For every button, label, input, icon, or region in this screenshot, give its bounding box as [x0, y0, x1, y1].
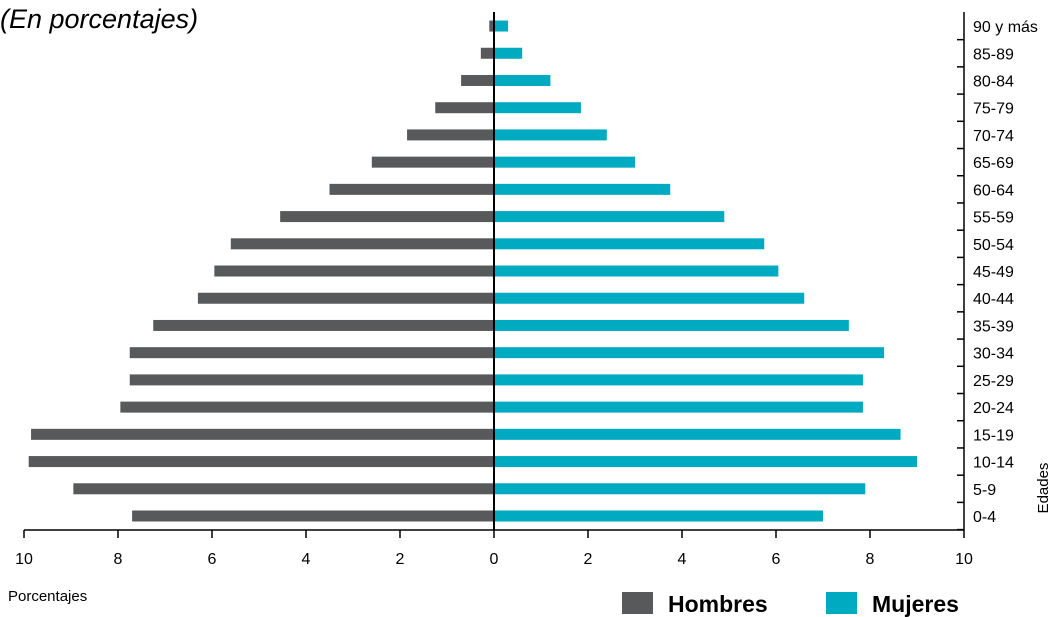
- bars-group: [28, 20, 917, 522]
- legend-label-mujeres: Mujeres: [872, 591, 959, 617]
- age-label: 30-34: [973, 346, 1014, 363]
- bar-mujeres-65-69: [494, 156, 635, 168]
- legend-swatch-hombres: [622, 592, 653, 614]
- y-axis-title: Edades: [1035, 463, 1052, 514]
- bar-mujeres-75-79: [494, 102, 581, 114]
- age-label: 15-19: [973, 427, 1014, 444]
- x-tick-label: 0: [490, 551, 499, 568]
- x-tick-label: 8: [866, 551, 875, 568]
- bar-mujeres-30-34: [494, 347, 885, 359]
- bar-hombres-70-74: [407, 129, 494, 141]
- bar-mujeres-5-9: [494, 483, 866, 495]
- x-tick-label: 2: [584, 551, 593, 568]
- bar-mujeres-70-74: [494, 129, 607, 141]
- x-tick-label: 10: [955, 551, 973, 568]
- bar-mujeres-90-y-más: [494, 20, 509, 32]
- x-tick-label: 10: [15, 551, 33, 568]
- bar-hombres-80-84: [461, 74, 494, 86]
- age-label: 55-59: [973, 210, 1014, 227]
- x-tick-label: 6: [208, 551, 217, 568]
- bar-mujeres-15-19: [494, 428, 901, 440]
- bar-hombres-5-9: [73, 483, 494, 495]
- legend: Hombres Mujeres: [622, 591, 959, 617]
- age-label: 90 y más: [973, 19, 1038, 36]
- age-label: 10-14: [973, 455, 1014, 472]
- bar-mujeres-85-89: [494, 47, 523, 59]
- age-label: 60-64: [973, 182, 1014, 199]
- bar-mujeres-10-14: [494, 456, 917, 468]
- x-tick-label: 4: [302, 551, 311, 568]
- age-label: 45-49: [973, 264, 1014, 281]
- bar-hombres-35-39: [153, 319, 494, 331]
- age-label: 75-79: [973, 101, 1014, 118]
- bar-hombres-45-49: [214, 265, 494, 277]
- bar-hombres-55-59: [280, 211, 494, 223]
- bar-hombres-50-54: [230, 238, 495, 250]
- legend-label-hombres: Hombres: [668, 591, 768, 617]
- bar-mujeres-0-4: [494, 510, 823, 522]
- age-label: 70-74: [973, 128, 1014, 145]
- x-tick-label: 6: [772, 551, 781, 568]
- bar-mujeres-25-29: [494, 374, 863, 386]
- age-label: 0-4: [973, 509, 996, 526]
- bar-hombres-90-y-más: [489, 20, 494, 32]
- age-label: 25-29: [973, 373, 1014, 390]
- bar-mujeres-40-44: [494, 292, 805, 304]
- bar-mujeres-60-64: [494, 183, 671, 195]
- age-labels-group: 0-4 5-9 10-14 15-19 20-24 25-29 30-34 35-39 40-4…: [957, 19, 1038, 531]
- bar-hombres-60-64: [329, 183, 494, 195]
- legend-swatch-mujeres: [826, 592, 857, 614]
- age-label: 5-9: [973, 482, 996, 499]
- bar-hombres-85-89: [480, 47, 494, 59]
- bar-hombres-20-24: [120, 401, 494, 413]
- age-label: 40-44: [973, 291, 1014, 308]
- bar-hombres-0-4: [132, 510, 494, 522]
- x-tick-label: 2: [396, 551, 405, 568]
- bar-hombres-10-14: [28, 456, 494, 468]
- bar-hombres-75-79: [435, 102, 494, 114]
- x-ticks-group: 10 8 6 4 2 0 2 4 6 8 10: [15, 530, 973, 568]
- x-tick-label: 4: [678, 551, 687, 568]
- bar-hombres-30-34: [129, 347, 494, 359]
- bar-hombres-40-44: [197, 292, 494, 304]
- chart-subtitle: (En porcentajes): [0, 4, 199, 34]
- bar-mujeres-35-39: [494, 319, 849, 331]
- age-label: 20-24: [973, 400, 1014, 417]
- age-label: 50-54: [973, 237, 1014, 254]
- age-label: 80-84: [973, 73, 1014, 90]
- bar-hombres-25-29: [129, 374, 494, 386]
- bar-mujeres-50-54: [494, 238, 765, 250]
- bar-mujeres-20-24: [494, 401, 863, 413]
- bar-hombres-65-69: [371, 156, 494, 168]
- age-label: 85-89: [973, 46, 1014, 63]
- bar-mujeres-80-84: [494, 74, 551, 86]
- bar-hombres-15-19: [31, 428, 495, 440]
- x-axis-title: Porcentajes: [8, 588, 87, 605]
- bar-mujeres-55-59: [494, 211, 725, 223]
- age-label: 65-69: [973, 155, 1014, 172]
- age-label: 35-39: [973, 318, 1014, 335]
- bar-mujeres-45-49: [494, 265, 779, 277]
- x-tick-label: 8: [114, 551, 123, 568]
